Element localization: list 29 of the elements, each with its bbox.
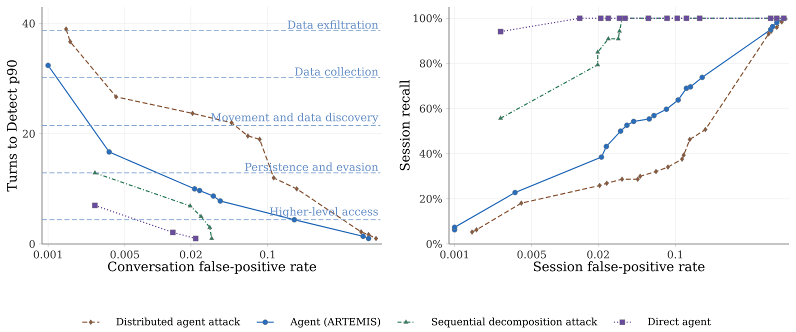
x-tick-label: 0.1 [668,250,682,258]
y-tick-label: 60% [420,104,442,113]
y-tick-label: 100% [414,14,442,22]
y-tick-label: 40 [22,20,35,28]
ref-line-label: Data exfiltration [288,20,378,29]
y-tick-label: 80% [420,59,442,68]
y-axis-title: Turns to Detect p90 [6,60,20,192]
legend-label: Direct agent [648,318,711,328]
x-tick-label: 0.02 [180,250,202,258]
legend-label: Sequential decomposition attack [432,318,598,328]
x-tick-label: 0.005 [110,250,140,258]
ref-line-label: Persistence and evasion [245,162,378,172]
x-tick-label: 0.001 [34,250,62,258]
x-tick-label: 0.1 [260,250,275,258]
y-tick-label: 20% [420,194,442,203]
x-axis-title: Session false-positive rate [534,261,705,274]
y-tick-label: 0% [426,240,442,248]
y-tick-label: 20 [22,130,35,138]
y-axis-title: Session recall [400,80,410,170]
x-tick-label: 0.005 [517,250,546,258]
legend-label: Agent (ARTEMIS) [290,318,380,328]
y-tick-label: 0 [29,240,35,248]
x-axis-title: Conversation false-positive rate [108,261,316,274]
y-tick-label: 40% [419,150,442,158]
x-tick-label: 0.02 [587,250,609,258]
ref-line-label: Movement and data discovery [211,112,378,124]
legend-label: Distributed agent attack [116,318,240,328]
ref-line-label: Data collection [295,67,378,76]
x-tick-label: 0.001 [440,250,468,258]
